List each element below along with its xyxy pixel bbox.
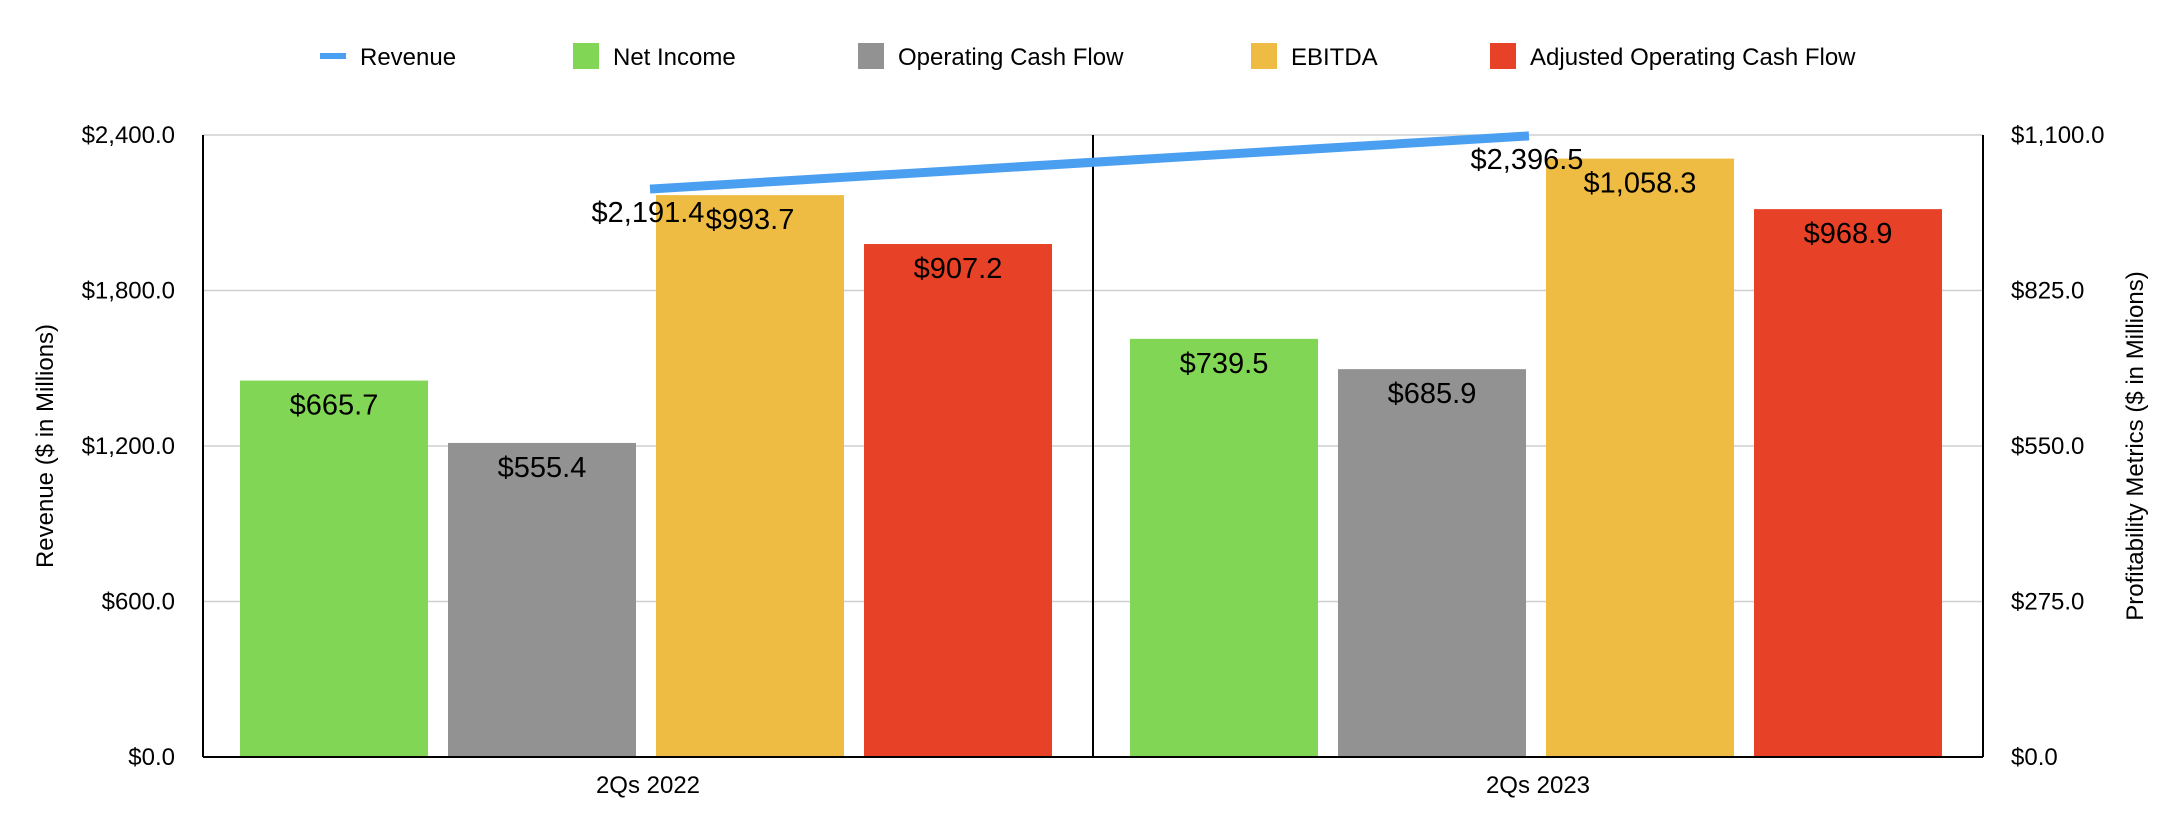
bar-operating-cash-flow: [448, 442, 636, 757]
y-tick-label-left: $2,400.0: [82, 122, 175, 149]
legend-label-operating-cash-flow: Operating Cash Flow: [898, 44, 1124, 71]
legend-swatch-revenue: [320, 53, 346, 59]
legend-swatch-ebitda: [1251, 43, 1277, 69]
line-revenue: [649, 131, 1530, 194]
bar-adjusted-operating-cash-flow: [864, 244, 1052, 757]
y-tick-label-right: $1,100.0: [2011, 122, 2104, 149]
y-tick-label-right: $275.0: [2011, 589, 2084, 616]
data-label-operating-cash-flow: $555.4: [498, 452, 587, 484]
bar-ebitda: [1546, 158, 1734, 757]
legend-swatch-operating-cash-flow: [858, 43, 884, 69]
legend-swatch-net-income: [573, 43, 599, 69]
x-tick-label: 2Qs 2023: [1486, 772, 1590, 799]
y-tick-label-left: $600.0: [102, 589, 175, 616]
data-label-revenue: $2,396.5: [1471, 144, 1584, 176]
legend-label-ebitda: EBITDA: [1291, 44, 1378, 71]
data-label-net-income: $665.7: [290, 390, 379, 422]
bar-operating-cash-flow: [1338, 369, 1526, 757]
y-tick-label-right: $550.0: [2011, 433, 2084, 460]
legend-swatch-adjusted-operating-cash-flow: [1490, 43, 1516, 69]
data-label-operating-cash-flow: $685.9: [1388, 378, 1477, 410]
x-tick-label: 2Qs 2022: [596, 772, 700, 799]
y-tick-label-left: $1,800.0: [82, 278, 175, 305]
legend-label-net-income: Net Income: [613, 44, 736, 71]
legend-label-adjusted-operating-cash-flow: Adjusted Operating Cash Flow: [1530, 44, 1856, 71]
bar-net-income: [240, 380, 428, 757]
bar-adjusted-operating-cash-flow: [1754, 209, 1942, 757]
data-label-adjusted-operating-cash-flow: $907.2: [914, 253, 1003, 285]
data-label-ebitda: $1,058.3: [1584, 168, 1697, 200]
y-tick-label-right: $0.0: [2011, 744, 2058, 771]
y-tick-label-right: $825.0: [2011, 278, 2084, 305]
data-label-net-income: $739.5: [1180, 348, 1269, 380]
y-tick-label-left: $0.0: [128, 744, 175, 771]
data-label-ebitda: $993.7: [706, 204, 795, 236]
legend-label-revenue: Revenue: [360, 44, 456, 71]
bar-net-income: [1130, 338, 1318, 757]
bar-ebitda: [656, 195, 844, 758]
y-axis-title-right: Profitability Metrics ($ in Millions): [2122, 271, 2149, 620]
y-axis-title-left: Revenue ($ in Millions): [32, 324, 59, 568]
data-label-adjusted-operating-cash-flow: $968.9: [1804, 218, 1893, 250]
y-tick-label-left: $1,200.0: [82, 433, 175, 460]
data-label-revenue: $2,191.4: [592, 197, 705, 229]
